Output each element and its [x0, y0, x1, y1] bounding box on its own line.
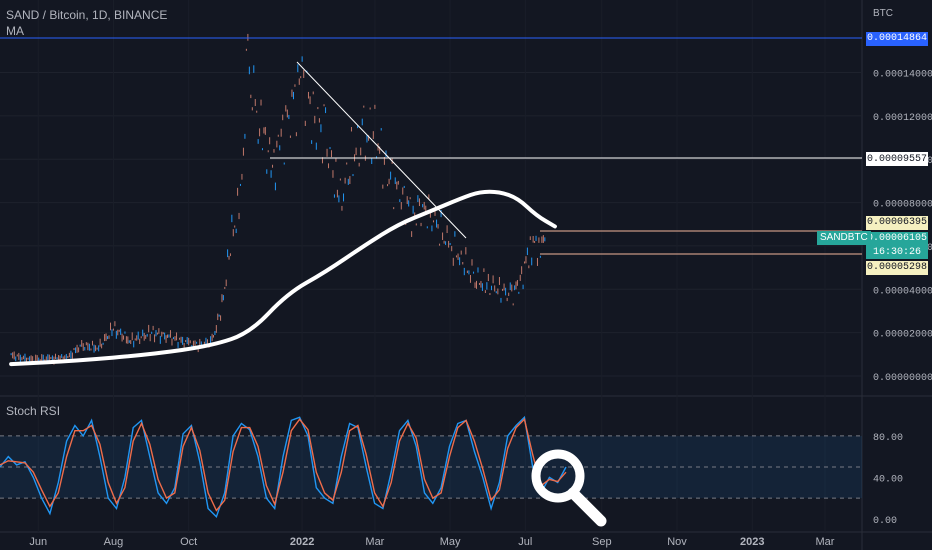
- rsi-tick-label: 0.00: [873, 516, 897, 527]
- ma-line: [9, 189, 557, 367]
- y-tick-label: 0.00008000: [873, 200, 932, 211]
- x-tick-label: Sep: [592, 536, 612, 548]
- stoch-rsi-label[interactable]: Stoch RSI: [6, 404, 61, 418]
- x-tick-label: 2023: [740, 536, 764, 548]
- x-tick-label: Aug: [104, 536, 124, 548]
- current-price-tag: 0.00006105: [866, 232, 928, 246]
- rsi-band-fill: [0, 435, 862, 499]
- resistance-price-tag: 0.00009557: [866, 152, 928, 166]
- y-tick-label: 0.00000000: [873, 373, 932, 384]
- high-price-tag: 0.00014864: [866, 32, 928, 46]
- x-tick-label: Mar: [365, 536, 384, 548]
- moving-average: [9, 189, 557, 367]
- ticker-tag: SANDBTC: [817, 231, 871, 245]
- range-bottom-price-tag: 0.00005298: [866, 261, 928, 275]
- range-top-price-tag: 0.00006395: [866, 216, 928, 230]
- countdown-tag: 16:30:26: [866, 246, 928, 259]
- x-tick-label: Nov: [667, 536, 687, 548]
- magnifier-icon[interactable]: [531, 449, 607, 527]
- symbol-title[interactable]: SAND / Bitcoin, 1D, BINANCE: [6, 8, 168, 22]
- x-tick-label: Jul: [518, 536, 532, 548]
- rsi-d-line: [0, 417, 567, 512]
- axis-unit-label: BTC: [873, 8, 893, 19]
- y-tick-label: 0.00014000: [873, 70, 932, 81]
- ma-indicator-label[interactable]: MA: [6, 24, 24, 38]
- y-tick-label: 0.00004000: [873, 286, 932, 297]
- stoch-rsi-pane: [0, 415, 862, 518]
- rsi-tick-label: 40.00: [873, 474, 903, 485]
- y-tick-label: 0.00002000: [873, 330, 932, 341]
- rsi-tick-label: 80.00: [873, 433, 903, 444]
- y-tick-label: 0.00012000: [873, 113, 932, 124]
- x-tick-label: May: [440, 536, 461, 548]
- x-tick-label: Mar: [816, 536, 835, 548]
- x-tick-label: 2022: [290, 536, 314, 548]
- price-series: [10, 33, 546, 365]
- x-tick-label: Oct: [180, 536, 197, 548]
- x-tick-label: Jun: [29, 536, 47, 548]
- level-lines: [0, 37, 862, 255]
- trend-line: [296, 61, 467, 239]
